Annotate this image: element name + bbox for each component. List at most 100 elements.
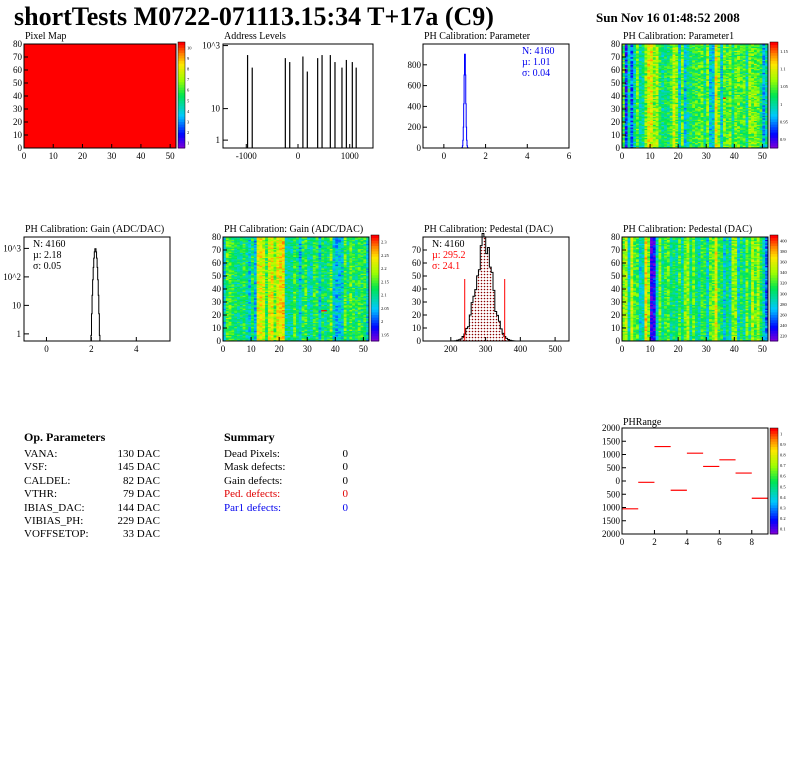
heatmap-cell [669,89,673,92]
heatmap-cell [759,81,763,84]
colorbar-cell [178,126,185,130]
heatmap-cell [680,92,685,94]
colorbar-cell [178,124,185,128]
heatmap-cell [697,97,701,99]
heatmap-cell [644,114,648,116]
heatmap-cell [650,112,654,115]
heatmap-cell [636,66,640,68]
colorbar-cell [178,102,185,107]
heatmap-cell [745,77,749,80]
heatmap-cell [672,51,676,54]
heatmap-cell [723,49,727,51]
heatmap-cell [759,83,763,85]
heatmap-cell [652,53,656,55]
heatmap-cell [633,97,637,99]
heatmap-cell [647,62,651,64]
heatmap-cell [638,54,642,56]
heatmap-cell [731,131,735,133]
heatmap-cell [692,77,696,80]
heatmap-cell [624,122,628,124]
heatmap-cell [638,92,642,94]
heatmap-cell [742,98,746,101]
heatmap-cell [703,66,707,68]
heatmap-cell [655,98,659,101]
heatmap-cell [675,50,679,53]
heatmap-cell [630,88,634,90]
heatmap-cell [695,142,699,145]
heatmap-cell [633,73,637,76]
heatmap-cell [728,86,732,89]
heatmap-cell [703,133,707,136]
y-tick-label: 80 [611,39,621,49]
heatmap-cell [638,80,642,82]
heatmap-cell [675,107,679,110]
heatmap-cell [669,131,673,133]
heatmap-cell [697,84,701,86]
heatmap-cell [695,119,699,121]
heatmap-cell [641,44,645,46]
heatmap-cell [636,67,640,69]
heatmap-cell [633,142,637,145]
heatmap-cell [711,88,715,90]
heatmap-cell [652,45,656,47]
heatmap-cell [683,120,687,123]
heatmap-cell [703,72,707,75]
heatmap-cell [658,119,662,121]
heatmap-cell [630,97,634,99]
heatmap-cell [720,122,724,124]
heatmap-cell [720,119,724,121]
heatmap-cell [689,142,693,145]
heatmap-cell [737,127,741,129]
colorbar-cell [178,87,185,91]
heatmap-cell [745,70,749,72]
heatmap-cell [658,59,662,62]
heatmap-cell [652,64,656,67]
heatmap-cell [650,71,654,73]
heatmap-cell [664,49,668,51]
heatmap-cell [728,142,732,145]
heatmap-cell [647,49,651,51]
heatmap-cell [711,71,715,73]
heatmap-cell [714,84,718,86]
heatmap-cell [675,98,679,101]
heatmap-cell [675,80,679,82]
heatmap-cell [695,128,699,131]
heatmap-cell [641,59,645,62]
heatmap-cell [703,67,707,69]
heatmap-cell [695,94,699,97]
heatmap-cell [652,131,656,133]
heatmap-cell [675,131,679,133]
heatmap-cell [695,84,699,86]
heatmap-cell [725,123,729,125]
stats-N: N: 4160 [33,239,66,250]
heatmap-cell [644,102,648,105]
heatmap-cell [683,135,687,137]
heatmap-cell [636,124,640,127]
heatmap-cell [751,80,755,82]
heatmap-cell [734,128,738,131]
heatmap-cell [650,50,654,53]
heatmap-cell [748,120,752,123]
heatmap-cell [627,45,631,47]
heatmap-cell [627,103,631,106]
heatmap-cell [641,144,645,146]
heatmap-cell [742,86,746,89]
heatmap-cell [717,114,721,116]
heatmap-cell [638,133,642,136]
heatmap-cell [723,66,727,68]
heatmap-cell [723,101,727,103]
heatmap-cell [711,81,715,84]
heatmap-cell [742,105,746,107]
heatmap-cell [711,116,715,119]
heatmap-cell [644,110,648,112]
heatmap-cell [731,101,735,103]
heatmap-cell [728,60,732,63]
heatmap-cell [728,80,732,82]
heatmap-cell [664,115,668,118]
heatmap-cell [720,73,724,76]
heatmap-cell [666,127,671,129]
heatmap-cell [669,98,673,101]
heatmap-cell [700,115,704,118]
heatmap-cell [680,124,685,127]
heatmap-cell [711,77,715,80]
